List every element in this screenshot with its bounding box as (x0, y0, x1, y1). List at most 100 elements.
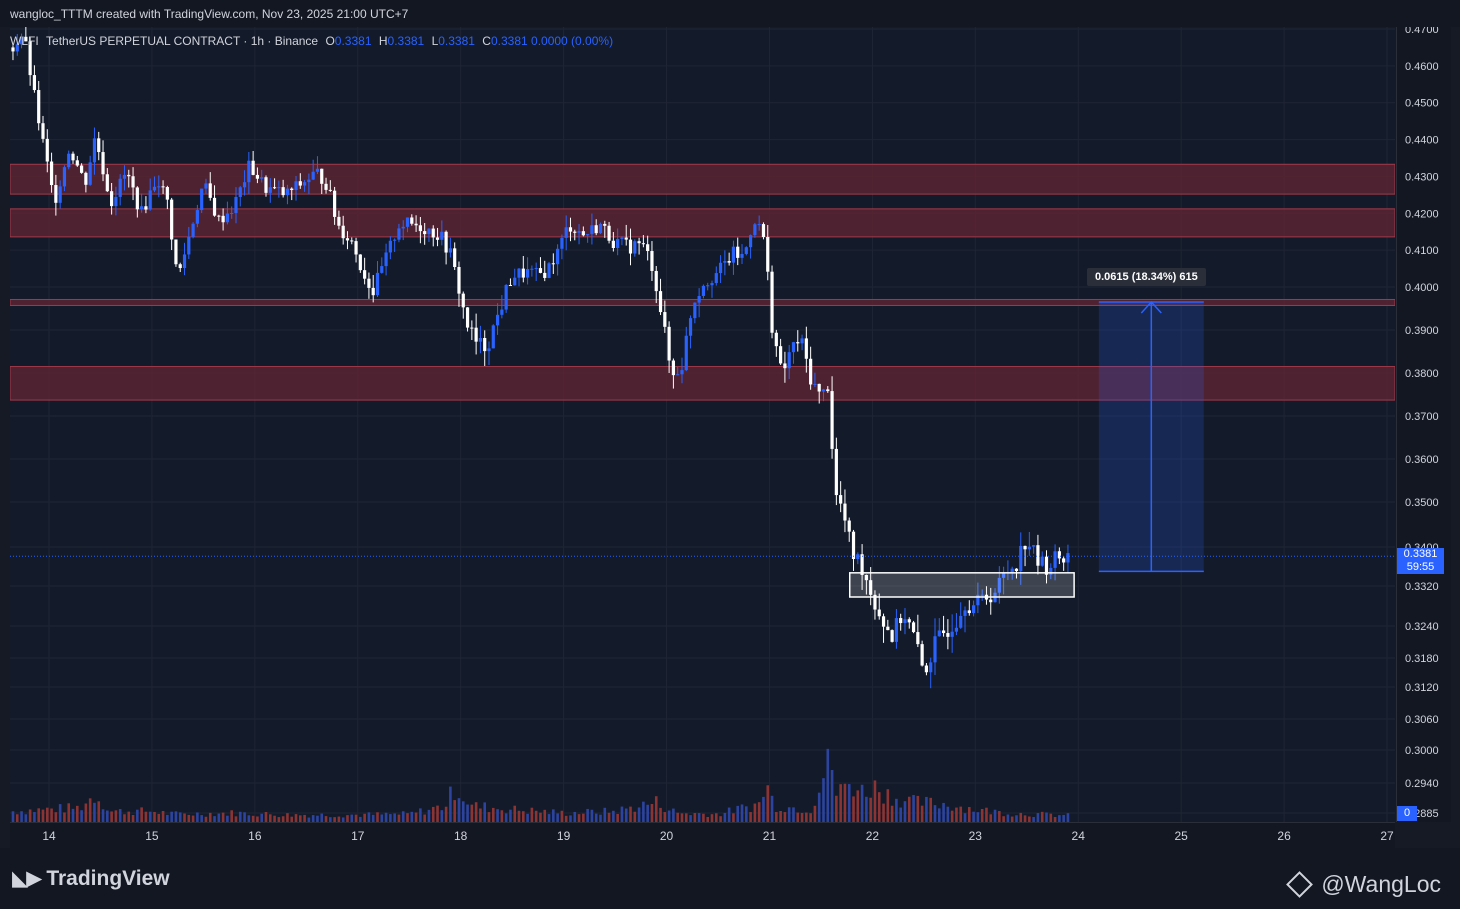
volume-bar (401, 811, 405, 822)
volume-bar (183, 813, 186, 822)
candle (110, 182, 114, 215)
candle (517, 268, 521, 287)
candle (671, 358, 675, 389)
date-tick-label: 24 (1072, 829, 1086, 843)
candle-body (753, 224, 757, 236)
candle-body (813, 383, 817, 385)
candle-body (217, 215, 221, 217)
candle (1027, 532, 1031, 556)
candle (770, 265, 774, 339)
candle (217, 214, 221, 222)
candle-body (178, 264, 182, 269)
candle (641, 235, 645, 248)
author-name: @WangLoc (1321, 871, 1441, 897)
chart-pane[interactable] (10, 27, 1395, 822)
candle-body (110, 191, 114, 207)
candle-body (495, 314, 500, 326)
candle-body (19, 36, 24, 45)
current-price-value: 0.3381 (1403, 548, 1438, 561)
time-axis[interactable]: 14 15 16 17 18 19 20 21 22 23 24 25 26 27 (10, 822, 1395, 849)
candle (963, 606, 967, 633)
candle (212, 185, 217, 217)
volume-bar (118, 809, 122, 822)
candle (465, 307, 470, 332)
candle-body (354, 241, 358, 255)
candle-body (530, 268, 534, 270)
candle-body (620, 237, 624, 239)
candle-body (791, 342, 796, 353)
candle-body (1002, 572, 1006, 578)
candle-body (191, 223, 195, 237)
volume-bar (230, 810, 233, 822)
price-axis[interactable]: 0.4700 0.4600 0.4500 0.4400 0.4300 0.4200 0.41… (1396, 24, 1451, 822)
volume-bar (15, 814, 19, 822)
candle (105, 168, 109, 193)
date-tick-label: 16 (248, 829, 262, 843)
candle-body (200, 188, 204, 211)
volume-bar (998, 811, 1001, 822)
candle (1040, 551, 1044, 567)
candle (58, 180, 62, 209)
candle-body (787, 352, 791, 369)
candle (950, 614, 954, 653)
price-chart[interactable] (10, 27, 1395, 822)
price-tick-label: 0.4200 (1405, 208, 1439, 220)
volume-bar (178, 812, 182, 822)
candle (577, 224, 581, 245)
candle-body (165, 187, 169, 200)
tradingview-logo[interactable]: ◣▶ TradingView (12, 866, 170, 891)
volume-bar (144, 811, 148, 822)
candle (980, 589, 984, 601)
volume-bar (903, 801, 907, 822)
volume-bar (41, 809, 45, 822)
candle (954, 613, 959, 636)
candle (633, 239, 637, 257)
candle-body (1014, 568, 1019, 572)
candle-body (290, 188, 294, 191)
candle-body (851, 531, 856, 560)
candle-body (560, 237, 564, 249)
volume-bar (166, 814, 169, 822)
volume-bar (500, 810, 504, 822)
candle-body (242, 182, 247, 188)
legend-symbol[interactable]: WLFI (10, 34, 39, 48)
candle (418, 217, 422, 244)
candle (242, 170, 247, 196)
candle-body (328, 189, 332, 191)
candle (92, 127, 97, 175)
date-tick-label: 26 (1277, 829, 1291, 843)
measure-tool-label[interactable]: 0.0615 (18.34%) 615 (1087, 268, 1206, 286)
volume-bar (487, 812, 491, 822)
candle-body (826, 389, 830, 392)
candle (976, 582, 980, 614)
candle (916, 614, 920, 648)
candle (255, 167, 260, 184)
candle-body (628, 239, 633, 254)
candle (697, 288, 701, 318)
candle-body (684, 335, 688, 371)
volume-bar (586, 808, 589, 822)
candle-body (152, 186, 157, 191)
candle (761, 222, 766, 240)
candle (234, 187, 238, 224)
volume-bar (620, 806, 624, 822)
candle (894, 608, 898, 649)
volume-bar (882, 803, 885, 822)
volume-bar (67, 803, 71, 822)
candle (453, 242, 457, 270)
candle (444, 230, 448, 265)
volume-bar (11, 811, 15, 822)
candle (187, 226, 191, 259)
volume-bar (33, 812, 36, 822)
candle-body (899, 618, 903, 624)
candle-body (423, 231, 427, 235)
candle-body (135, 187, 139, 210)
volume-bar (775, 812, 778, 822)
volume-bar (24, 814, 28, 822)
candle (903, 608, 907, 635)
candle (568, 217, 573, 242)
candle-body (298, 181, 302, 186)
volume-bar (933, 805, 937, 822)
date-tick-label: 25 (1174, 829, 1188, 843)
candle-body (933, 636, 937, 663)
